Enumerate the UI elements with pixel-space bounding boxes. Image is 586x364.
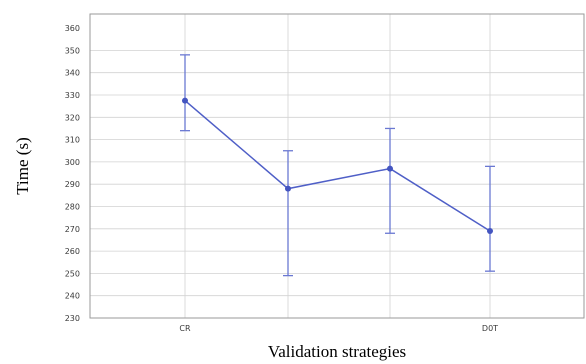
- series-line: [184, 100, 491, 232]
- y-tick-label: 300: [65, 158, 80, 167]
- y-tick-label: 340: [65, 69, 80, 78]
- x-tick-labels: CR D0T: [179, 324, 498, 333]
- y-tick-labels: 230 240 250 260 270 280 290 300 310 320 330 340 350 3…: [65, 24, 80, 323]
- grid: [90, 14, 584, 318]
- data-point: [387, 165, 393, 172]
- x-tick-label: D0T: [482, 324, 498, 333]
- y-tick-label: 360: [65, 24, 80, 33]
- y-tick-label: 240: [65, 292, 80, 301]
- data-point: [487, 228, 493, 235]
- y-tick-label: 350: [65, 46, 80, 55]
- y-tick-label: 250: [65, 269, 80, 278]
- y-tick-label: 290: [65, 180, 80, 189]
- y-tick-label: 230: [65, 314, 80, 323]
- y-tick-label: 260: [65, 247, 80, 256]
- x-axis-title: Validation strategies: [268, 342, 406, 361]
- series-layer: [180, 54, 495, 277]
- y-tick-label: 270: [65, 225, 80, 234]
- data-point: [182, 97, 188, 104]
- y-tick-label: 280: [65, 203, 80, 212]
- y-tick-label: 330: [65, 91, 80, 100]
- data-point: [285, 185, 291, 192]
- y-tick-label: 310: [65, 136, 80, 145]
- plot-frame: [89, 13, 585, 319]
- y-tick-label: 320: [65, 113, 80, 122]
- y-axis-title: Time (s): [13, 137, 32, 194]
- x-tick-label: CR: [179, 324, 191, 333]
